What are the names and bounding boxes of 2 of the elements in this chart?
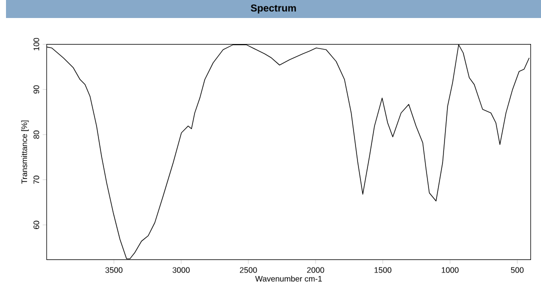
chart-title: Spectrum <box>250 4 296 14</box>
line-series <box>46 44 530 260</box>
